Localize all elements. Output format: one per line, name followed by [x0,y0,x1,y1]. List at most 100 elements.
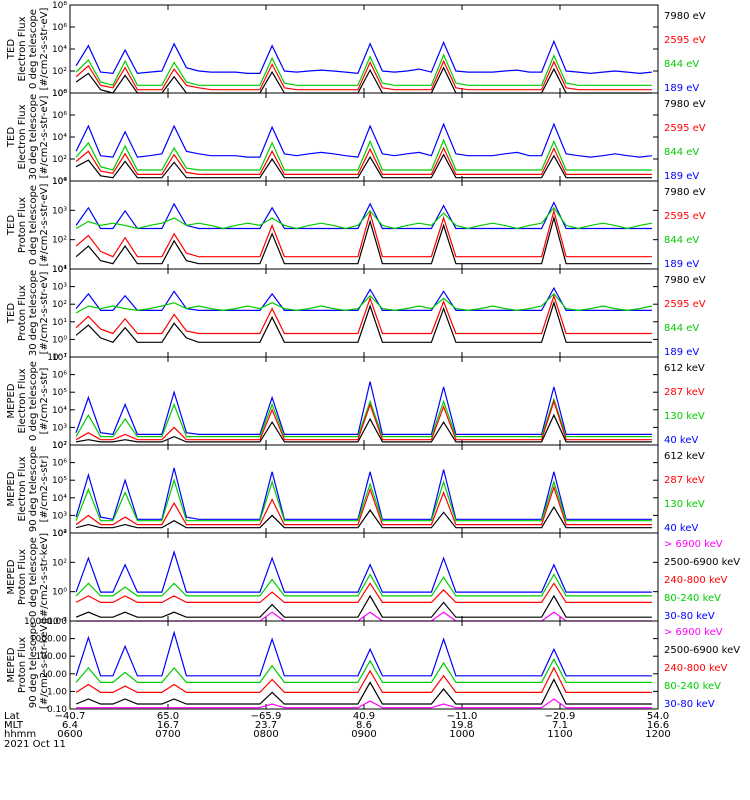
y-tick-label: 10⁰ [52,335,67,345]
y-tick-label: 10⁷ [52,441,67,451]
panel-8: 0.10 1.00 10.00 100.00 1000.00 10000.00MEPEDP… [6,617,740,715]
series-line [76,698,652,709]
legend-entry: > 6900 keV [664,627,723,638]
y-tick-label: 10² [52,236,67,246]
y-axis-label: TEDElectron Flux30 deg telescope[#/cm2-s… [6,94,50,180]
x-tick-label: −11.0 [447,711,478,722]
y-axis-label: TEDProton Flux30 deg telescope[#/cm2-s-s… [6,270,50,356]
x-tick-label: 1200 [645,729,670,740]
legend-entry: 2500-6900 keV [664,557,740,568]
series-line [75,59,652,91]
y-tick-label: 10.00 [41,670,67,680]
series-line [75,550,652,593]
y-tick-label: 10⁴ [52,494,67,504]
legend-entry: 189 eV [664,347,699,358]
y-tick-label: 10³ [52,423,67,433]
x-tick-label: 19.8 [451,720,473,731]
y-tick-label: 10⁰ [52,588,67,598]
y-tick-label: 10⁴ [52,45,67,55]
legend-entry: 7980 eV [664,99,706,110]
legend-entry: 7980 eV [664,11,706,22]
y-tick-label: 10⁵ [52,388,67,398]
legend-entry: 30-80 keV [664,699,715,710]
y-tick-label: 1.00 [47,687,67,697]
x-row-label: Lat [4,711,20,722]
y-tick-label: 10⁸ [52,1,67,11]
x-tick-label: 16.7 [157,720,179,731]
series-line [75,399,652,441]
series-line [75,657,652,684]
legend-entry: 612 keV [664,451,705,462]
series-line [75,53,652,87]
series-line [75,678,652,705]
series-line [75,666,652,694]
y-tick-label: 10000.00 [24,617,67,627]
y-tick-label: 0.10 [47,705,67,715]
y-tick-label: 10⁻² [47,617,67,627]
y-tick-label: 10² [52,155,67,165]
panel-frame [69,268,659,358]
series-line [75,206,653,230]
x-tick-label: 0800 [253,729,278,740]
x-tick-label: 7.1 [552,720,568,731]
y-tick-label: 10⁰ [52,89,67,99]
series-line [75,582,652,604]
series-line [75,293,653,314]
legend-entry: 844 eV [664,235,699,246]
legend-entry: 240-800 keV [664,663,728,674]
y-tick-label: 10⁶ [52,371,67,381]
x-tick-label: 23.7 [255,720,277,731]
x-tick-label: 0600 [57,729,82,740]
series-line [75,413,652,443]
legend-entry: 2595 eV [664,123,706,134]
y-tick-label: 10⁴ [52,177,67,187]
panel-frame [69,620,659,710]
x-tick-label: −20.9 [545,711,576,722]
series-line [75,215,652,265]
y-axis-label: MEPEDElectron Flux90 deg telescope[#/cm2… [6,446,50,532]
legend-entry: 30-80 keV [664,611,715,622]
y-tick-label: 10² [52,558,67,568]
panel-frame [69,4,659,94]
legend-entry: 2500-6900 keV [664,645,740,656]
series-line [75,146,652,175]
legend-entry: 7980 eV [664,187,706,198]
series-line [75,505,652,529]
x-tick-label: 54.0 [647,711,669,722]
x-tick-label: 65.0 [157,711,179,722]
series-line [75,594,652,618]
series-line [75,66,652,94]
y-tick-label: 10⁸ [52,89,67,99]
y-axis-label: TEDElectron Flux0 deg telescope[#/cm2-s-… [6,8,50,91]
y-tick-label: 10¹ [52,318,67,328]
legend-entry: 2595 eV [664,299,706,310]
legend-entry: 7980 eV [664,275,706,286]
y-tick-label: 10⁶ [52,459,67,469]
date-label: 2021 Oct 11 [4,739,66,750]
y-tick-label: 10⁴ [52,265,67,275]
y-axis-label: MEPEDProton Flux90 deg telescope[#/cm2-s… [6,621,50,709]
legend-entry: > 6900 keV [664,539,723,550]
y-tick-label: 10² [52,529,67,539]
legend-entry: 612 keV [664,363,705,374]
y-tick-label: 10⁴ [52,133,67,143]
legend-entry: 2595 eV [664,211,706,222]
x-tick-label: −65.9 [251,711,282,722]
panel-frame [69,356,659,446]
x-tick-label: 1000 [449,729,474,740]
y-tick-label: 10¹ [52,265,67,275]
y-tick-label: 10² [52,67,67,77]
series-line [75,397,652,438]
y-tick-label: 10⁶ [52,111,67,121]
series-line [75,286,652,311]
x-tick-label: 0700 [155,729,180,740]
panel-frame [69,180,659,270]
series-line [75,138,652,171]
x-tick-label: 6.4 [62,720,78,731]
legend-entry: 240-800 keV [664,575,728,586]
